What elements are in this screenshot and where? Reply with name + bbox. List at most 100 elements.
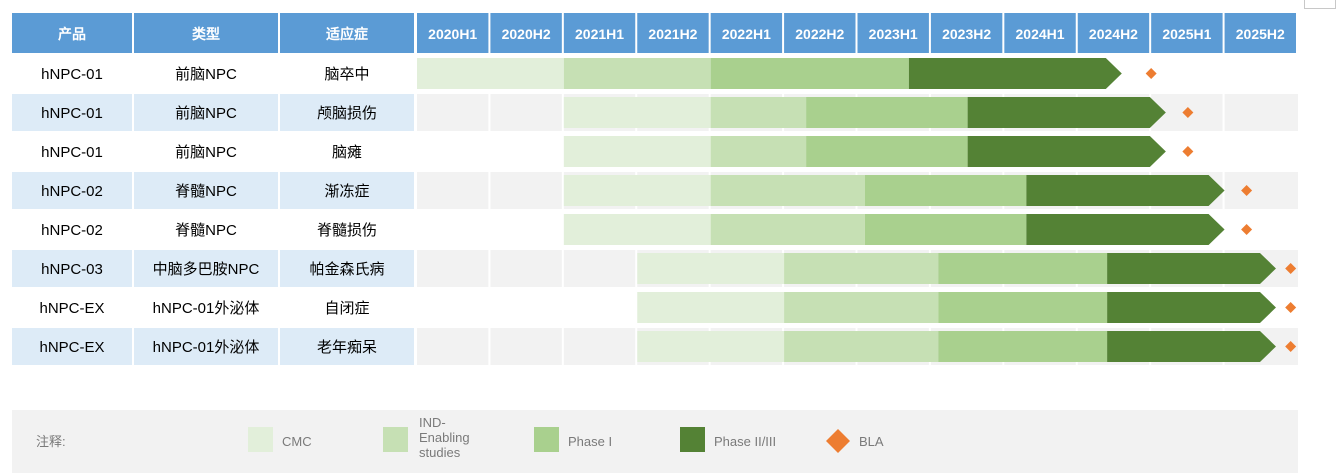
row-product: hNPC-02 <box>41 183 103 200</box>
phase-bar-2 <box>710 175 865 206</box>
row-indication: 自闭症 <box>324 300 369 317</box>
phase-bar-1 <box>417 58 564 89</box>
row-indication: 脊髓损伤 <box>317 222 377 239</box>
period-tick-label: 2024H1 <box>1016 26 1065 42</box>
row-product: hNPC-01 <box>41 66 103 83</box>
bla-milestone-marker <box>1241 185 1253 196</box>
phase-bar-1 <box>637 253 785 284</box>
period-tick-label: 2024H2 <box>1089 26 1138 42</box>
bla-milestone-marker <box>1145 68 1157 79</box>
period-tick-label: 2023H1 <box>869 26 918 42</box>
bla-milestone-marker <box>1182 107 1194 118</box>
legend-label: CMC <box>282 434 312 449</box>
period-header-cell <box>563 13 636 53</box>
period-tick-label: 2023H2 <box>942 26 991 42</box>
period-tick-label: 2020H2 <box>502 26 551 42</box>
row-cell-bg <box>134 289 278 326</box>
header-cell-indication <box>280 13 414 53</box>
row-type: hNPC-01外泌体 <box>153 339 260 356</box>
row-cell-bg <box>280 289 414 326</box>
period-header-cell <box>857 13 929 53</box>
row-cell-bg <box>134 250 278 287</box>
legend-swatch-1 <box>248 427 273 452</box>
row-product: hNPC-02 <box>41 222 103 239</box>
bla-milestone-marker <box>1285 341 1297 352</box>
phase-bar-3 <box>938 292 1108 323</box>
phase-bar-4 <box>967 136 1166 167</box>
phase-bar-4 <box>1026 214 1225 245</box>
legend-swatch-2 <box>383 427 408 452</box>
phase-bar-4 <box>967 97 1166 128</box>
row-type: 前脑NPC <box>175 66 237 83</box>
period-header-cell <box>1151 13 1223 53</box>
row-cell-bg <box>12 289 132 326</box>
row-cell-bg <box>12 55 132 92</box>
legend-label: Phase II/III <box>714 434 776 449</box>
phase-bar-1 <box>563 136 711 167</box>
phase-bar-2 <box>784 331 939 362</box>
row-cell-bg <box>12 172 132 209</box>
row-type: 中脑多巴胺NPC <box>153 261 260 278</box>
period-header-cell <box>1077 13 1150 53</box>
legend-label: BLA <box>859 434 884 449</box>
row-cell-bg <box>12 94 132 131</box>
header-type: 类型 <box>192 26 220 42</box>
row-product: hNPC-01 <box>41 144 103 161</box>
phase-bar-3 <box>864 214 1027 245</box>
row-cell-bg <box>12 250 132 287</box>
phase-bar-2 <box>710 97 807 128</box>
header-cell-product <box>12 13 132 53</box>
row-indication: 渐冻症 <box>324 182 369 200</box>
row-type: 脊髓NPC <box>175 222 237 239</box>
period-header-cell <box>1004 13 1076 53</box>
period-tick-label: 2025H2 <box>1236 26 1285 42</box>
row-cell-bg <box>134 328 278 365</box>
period-tick-label: 2022H2 <box>795 26 844 42</box>
legend-title: 注释: <box>36 434 66 449</box>
bla-milestone-marker <box>1285 263 1297 274</box>
phase-bar-3 <box>938 331 1108 362</box>
row-cell-bg <box>134 211 278 248</box>
row-type: 前脑NPC <box>175 105 237 122</box>
row-cell-bg <box>280 211 414 248</box>
row-indication: 帕金森氏病 <box>309 261 384 278</box>
row-product: hNPC-03 <box>41 261 103 278</box>
period-tick-label: 2022H1 <box>722 26 771 42</box>
phase-bar-4 <box>1026 175 1225 206</box>
legend-swatch-bla <box>826 429 850 453</box>
row-product: hNPC-01 <box>41 105 103 122</box>
row-cell-bg <box>134 55 278 92</box>
legend-box <box>12 410 1298 473</box>
phase-bar-4 <box>1107 331 1276 362</box>
row-indication: 颅脑损伤 <box>317 105 377 122</box>
phase-bar-1 <box>563 214 711 245</box>
row-cell-bg <box>280 94 414 131</box>
row-indication: 老年痴呆 <box>317 339 377 356</box>
bla-milestone-marker <box>1241 224 1253 235</box>
bla-milestone-marker <box>1182 146 1194 157</box>
period-header-cell <box>417 13 489 53</box>
phase-bar-1 <box>563 97 711 128</box>
row-cell-bg <box>280 250 414 287</box>
row-cell-bg <box>134 172 278 209</box>
period-tick-label: 2025H1 <box>1162 26 1211 42</box>
period-header-cell <box>784 13 856 53</box>
legend-label: Phase I <box>568 434 612 449</box>
row-type: 脊髓NPC <box>175 183 237 200</box>
row-cell-bg <box>12 211 132 248</box>
period-tick-label: 2020H1 <box>428 26 477 42</box>
row-cell-bg <box>280 133 414 170</box>
legend-label-line: Enabling <box>419 430 470 445</box>
row-product: hNPC-EX <box>39 300 104 317</box>
legend-swatch-3 <box>534 427 559 452</box>
period-tick-label: 2021H1 <box>575 26 624 42</box>
row-indication: 脑卒中 <box>324 66 369 83</box>
phase-bar-3 <box>938 253 1108 284</box>
phase-bar-3 <box>710 58 909 89</box>
header-cell-type <box>134 13 278 53</box>
row-type: hNPC-01外泌体 <box>153 300 260 317</box>
period-header-cell <box>710 13 783 53</box>
period-header-cell <box>490 13 562 53</box>
period-header-cell <box>637 13 709 53</box>
phase-bar-2 <box>710 136 807 167</box>
